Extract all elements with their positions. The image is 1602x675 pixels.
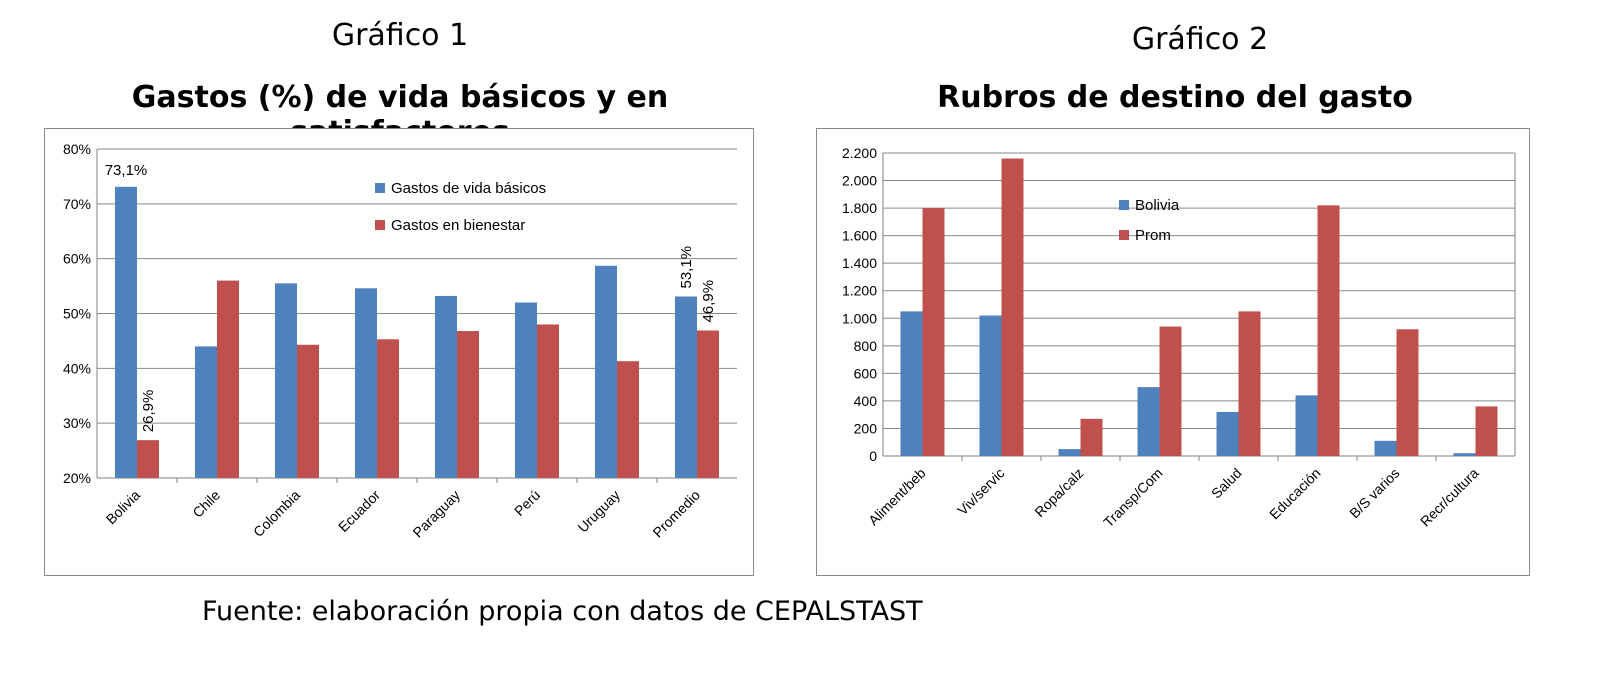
bar-bolivia xyxy=(1137,387,1160,456)
y-tick-label: 1.600 xyxy=(842,228,877,244)
y-tick-label: 80% xyxy=(63,141,91,157)
chart1-frame: 20% 30% 40% 50% 60% 70% 80% Bolivia Chile Colombi… xyxy=(44,128,754,576)
legend-label: Gastos de vida básicos xyxy=(391,180,546,197)
chart2-plot: 0 200 400 600 800 1.000 1.200 1.400 1.600 1.800 2.… xyxy=(842,145,1516,530)
bar-gastos-de-vida-b-sicos xyxy=(515,302,537,478)
bar-prom xyxy=(922,208,945,456)
y-tick-label: 2.000 xyxy=(842,173,877,189)
y-tick-label: 50% xyxy=(63,306,91,322)
y-tick-label: 70% xyxy=(63,196,91,212)
category-label: Ropa/calz xyxy=(1031,465,1086,520)
bar-gastos-en-bienestar xyxy=(137,440,159,478)
bar-gastos-en-bienestar xyxy=(457,331,479,478)
category-label: Ecuador xyxy=(335,487,383,535)
category-label: Uruguay xyxy=(574,487,623,536)
y-tick-label: 600 xyxy=(854,365,878,381)
bar-bolivia xyxy=(979,315,1002,456)
chart1-number-label: Gráfico 1 xyxy=(331,18,469,53)
y-tick-label: 20% xyxy=(63,470,91,486)
bar-gastos-en-bienestar xyxy=(617,361,639,478)
legend-swatch xyxy=(1119,230,1129,240)
bar-prom xyxy=(1317,205,1340,456)
bar-gastos-en-bienestar xyxy=(297,344,319,478)
category-label: Perú xyxy=(511,487,543,519)
bar-gastos-en-bienestar xyxy=(377,339,399,478)
bar-prom xyxy=(1475,406,1498,456)
category-label: Bolivia xyxy=(103,487,144,528)
bar-bolivia xyxy=(1216,411,1239,456)
data-label: 73,1% xyxy=(105,162,148,179)
category-label: Aliment/beb xyxy=(865,465,929,529)
data-label: 46,9% xyxy=(700,280,717,323)
category-label: Transp/Com xyxy=(1100,465,1165,530)
bar-bolivia xyxy=(1295,395,1318,456)
legend-swatch xyxy=(1119,200,1129,210)
category-label: Educación xyxy=(1266,465,1324,523)
chart2-title: Rubros de destino del gasto xyxy=(937,80,1413,115)
bar-bolivia xyxy=(1374,440,1397,456)
y-tick-label: 40% xyxy=(63,360,91,376)
bar-gastos-de-vida-b-sicos xyxy=(675,296,697,478)
legend-swatch xyxy=(375,183,385,193)
data-label: 26,9% xyxy=(140,390,157,433)
bar-gastos-en-bienestar xyxy=(697,330,719,478)
bar-prom xyxy=(1238,311,1261,456)
category-label: B/S varios xyxy=(1346,465,1402,521)
y-tick-label: 1.000 xyxy=(842,310,877,326)
bar-gastos-de-vida-b-sicos xyxy=(275,283,297,478)
category-label: Paraguay xyxy=(409,487,463,541)
bar-bolivia xyxy=(1453,453,1476,456)
bar-bolivia xyxy=(1058,449,1081,456)
bar-prom xyxy=(1396,329,1419,456)
legend-label: Gastos en bienestar xyxy=(391,217,525,234)
bar-gastos-de-vida-b-sicos xyxy=(115,186,137,478)
category-label: Recr/cultura xyxy=(1417,465,1482,530)
y-tick-label: 2.200 xyxy=(842,145,877,161)
y-tick-label: 1.400 xyxy=(842,255,877,271)
chart2-number-label: Gráfico 2 xyxy=(1131,22,1269,57)
y-tick-label: 1.800 xyxy=(842,200,877,216)
category-label: Chile xyxy=(189,487,223,521)
y-tick-label: 1.200 xyxy=(842,283,877,299)
legend-swatch xyxy=(375,220,385,230)
bar-prom xyxy=(1001,158,1024,456)
bar-gastos-de-vida-b-sicos xyxy=(595,265,617,478)
y-tick-label: 60% xyxy=(63,251,91,267)
category-label: Salud xyxy=(1208,465,1245,502)
bar-gastos-en-bienestar xyxy=(537,324,559,478)
bar-gastos-de-vida-b-sicos xyxy=(435,295,457,478)
y-tick-label: 800 xyxy=(854,338,878,354)
legend-label: Prom xyxy=(1135,227,1171,244)
y-tick-label: 0 xyxy=(869,448,877,464)
bar-gastos-de-vida-b-sicos xyxy=(355,288,377,478)
bar-prom xyxy=(1159,326,1182,456)
data-label: 53,1% xyxy=(678,246,695,289)
category-label: Promedio xyxy=(649,487,703,541)
legend-label: Bolivia xyxy=(1135,197,1180,214)
bar-gastos-de-vida-b-sicos xyxy=(195,346,217,478)
bar-gastos-en-bienestar xyxy=(217,280,239,478)
y-tick-label: 200 xyxy=(854,420,878,436)
chart1-plot: 20% 30% 40% 50% 60% 70% 80% Bolivia Chile Colombi… xyxy=(63,141,737,541)
bar-prom xyxy=(1080,418,1103,456)
chart2-frame: 0 200 400 600 800 1.000 1.200 1.400 1.600 1.800 2.… xyxy=(816,128,1530,576)
category-label: Colombia xyxy=(250,487,303,540)
source-note: Fuente: elaboración propia con datos de … xyxy=(202,596,923,627)
category-label: Viv/servic xyxy=(954,465,1007,518)
bar-bolivia xyxy=(900,311,923,456)
y-tick-label: 30% xyxy=(63,415,91,431)
y-tick-label: 400 xyxy=(854,393,878,409)
